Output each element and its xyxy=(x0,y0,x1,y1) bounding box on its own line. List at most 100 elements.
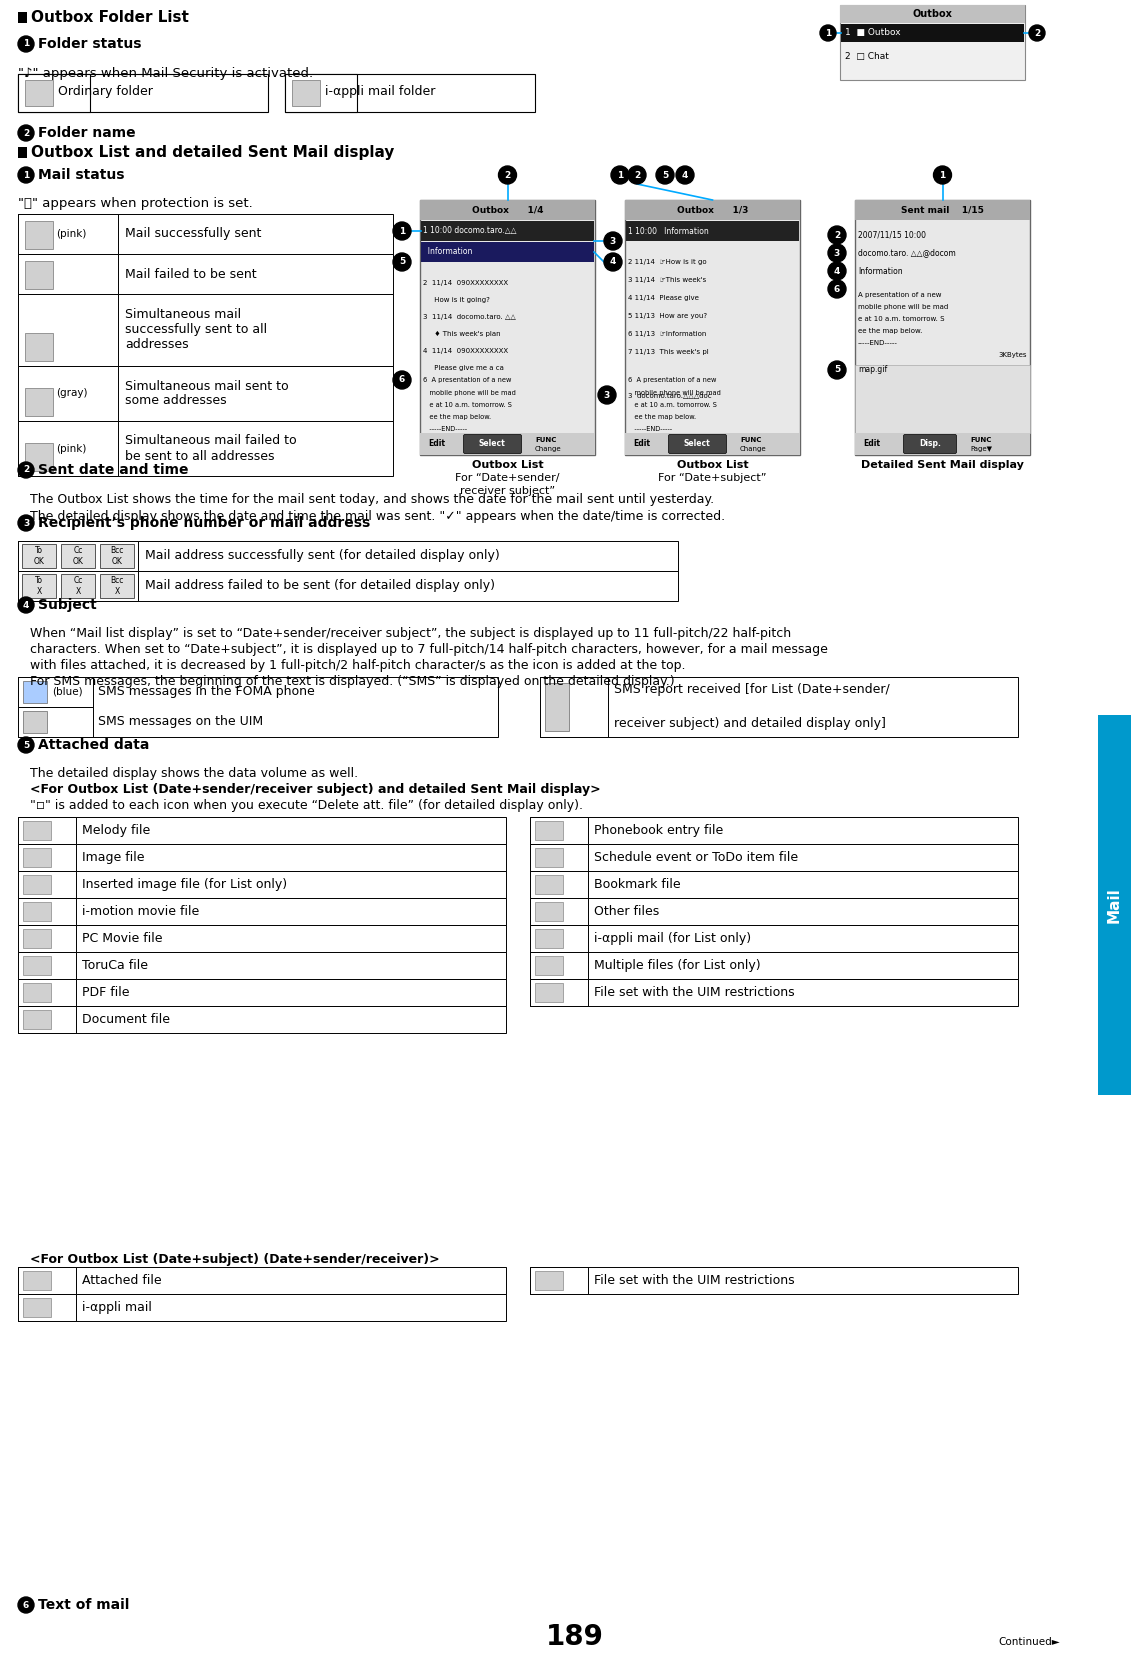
Text: Text of mail: Text of mail xyxy=(37,1598,129,1611)
Text: Mail address failed to be sent (for detailed display only): Mail address failed to be sent (for deta… xyxy=(145,580,495,593)
Text: Outbox      1/4: Outbox 1/4 xyxy=(472,206,544,214)
Text: SMS report received [for List (Date+sender/: SMS report received [for List (Date+send… xyxy=(614,683,890,697)
Text: To
OK: To OK xyxy=(34,546,44,566)
Circle shape xyxy=(829,226,846,245)
Text: Ordinary folder: Ordinary folder xyxy=(58,85,153,99)
Bar xyxy=(22,544,56,568)
Circle shape xyxy=(829,362,846,379)
Text: 4: 4 xyxy=(23,601,30,610)
Bar xyxy=(23,682,47,703)
Text: When “Mail list display” is set to “Date+sender/receiver subject”, the subject i: When “Mail list display” is set to “Date… xyxy=(30,626,791,640)
Text: The detailed display shows the data volume as well.: The detailed display shows the data volu… xyxy=(30,767,359,781)
Circle shape xyxy=(18,168,34,183)
Bar xyxy=(625,199,800,219)
Text: "⚿" appears when protection is set.: "⚿" appears when protection is set. xyxy=(18,198,253,209)
Circle shape xyxy=(393,253,411,271)
Text: Phonebook entry file: Phonebook entry file xyxy=(594,824,723,838)
Bar xyxy=(625,199,800,456)
Text: Detailed Sent Mail display: Detailed Sent Mail display xyxy=(861,461,1024,471)
Bar xyxy=(18,214,393,255)
Text: 3  docomo.taro.△△△doc: 3 docomo.taro.△△△doc xyxy=(628,392,712,399)
Bar xyxy=(18,571,138,601)
Text: The detailed display shows the date and time the mail was sent. "✓" appears when: The detailed display shows the date and … xyxy=(30,509,725,523)
Circle shape xyxy=(829,261,846,280)
Bar xyxy=(421,241,594,261)
Text: Disp.: Disp. xyxy=(919,439,941,449)
Text: Edit: Edit xyxy=(633,439,650,449)
Bar xyxy=(100,544,134,568)
Bar xyxy=(18,571,678,601)
Text: 4: 4 xyxy=(834,266,840,275)
Circle shape xyxy=(819,25,836,40)
Text: 2: 2 xyxy=(504,171,511,179)
Bar xyxy=(23,848,51,868)
Text: mobile phone will be mad: mobile phone will be mad xyxy=(858,303,948,310)
Text: 2: 2 xyxy=(834,231,840,240)
Text: Outbox: Outbox xyxy=(913,8,952,18)
Text: 3KBytes: 3KBytes xyxy=(999,352,1027,358)
Text: 1  ■ Outbox: 1 ■ Outbox xyxy=(844,28,901,37)
Bar xyxy=(855,199,1029,219)
Bar xyxy=(18,844,506,871)
Text: SMS messages in the FOMA phone: SMS messages in the FOMA phone xyxy=(98,685,314,698)
Bar xyxy=(18,541,138,571)
Text: Mail status: Mail status xyxy=(37,168,125,183)
Bar xyxy=(23,930,51,948)
Text: Cc
OK: Cc OK xyxy=(73,546,84,566)
Text: docomo.taro. △△@docom: docomo.taro. △△@docom xyxy=(858,248,956,258)
Text: receiver subject) and detailed display only]: receiver subject) and detailed display o… xyxy=(614,717,886,730)
Bar xyxy=(285,74,535,112)
Bar xyxy=(25,333,53,362)
Text: 1: 1 xyxy=(617,171,623,179)
Bar xyxy=(535,848,563,868)
Bar xyxy=(535,874,563,894)
Bar xyxy=(18,74,268,112)
Circle shape xyxy=(604,233,622,250)
Text: Bookmark file: Bookmark file xyxy=(594,878,681,891)
Bar xyxy=(420,434,595,456)
Text: 3 11/14  ☞This week's: 3 11/14 ☞This week's xyxy=(628,276,706,283)
Bar xyxy=(855,199,1029,456)
Bar xyxy=(18,147,27,157)
Text: Simultaneous mail sent to
some addresses: Simultaneous mail sent to some addresses xyxy=(125,380,288,407)
Bar xyxy=(530,817,1018,844)
Bar xyxy=(535,930,563,948)
Circle shape xyxy=(829,280,846,298)
Bar xyxy=(530,978,588,1007)
Text: (pink): (pink) xyxy=(56,444,86,454)
Text: How is it going?: How is it going? xyxy=(423,296,490,303)
Bar xyxy=(18,898,506,925)
Bar xyxy=(25,221,53,250)
Bar xyxy=(25,442,53,471)
Bar xyxy=(285,74,358,112)
Text: 3: 3 xyxy=(834,248,840,258)
Bar xyxy=(627,221,799,241)
Text: -----END-----: -----END----- xyxy=(858,340,898,347)
Bar xyxy=(18,677,498,737)
Circle shape xyxy=(18,126,34,141)
Text: receiver subject”: receiver subject” xyxy=(460,486,555,496)
Text: Cc
X: Cc X xyxy=(74,576,83,596)
Circle shape xyxy=(393,370,411,389)
Circle shape xyxy=(829,245,846,261)
Bar xyxy=(540,677,1018,737)
Bar xyxy=(530,898,588,925)
Text: Continued►: Continued► xyxy=(999,1636,1060,1647)
Circle shape xyxy=(18,596,34,613)
Text: 3: 3 xyxy=(609,236,616,246)
Bar xyxy=(23,903,51,921)
Text: ToruCa file: ToruCa file xyxy=(82,960,148,972)
Bar xyxy=(855,434,1029,456)
Text: i-αppli mail folder: i-αppli mail folder xyxy=(325,85,436,99)
Circle shape xyxy=(18,514,34,531)
Text: Subject: Subject xyxy=(37,598,96,611)
Text: Simultaneous mail failed to
be sent to all addresses: Simultaneous mail failed to be sent to a… xyxy=(125,434,296,462)
Circle shape xyxy=(18,1596,34,1613)
Circle shape xyxy=(1029,25,1045,40)
Bar xyxy=(18,925,76,951)
Bar xyxy=(18,541,678,571)
Text: Edit: Edit xyxy=(863,439,880,449)
Bar xyxy=(23,1298,51,1317)
Text: Folder status: Folder status xyxy=(37,37,142,50)
Text: 5: 5 xyxy=(834,365,840,375)
